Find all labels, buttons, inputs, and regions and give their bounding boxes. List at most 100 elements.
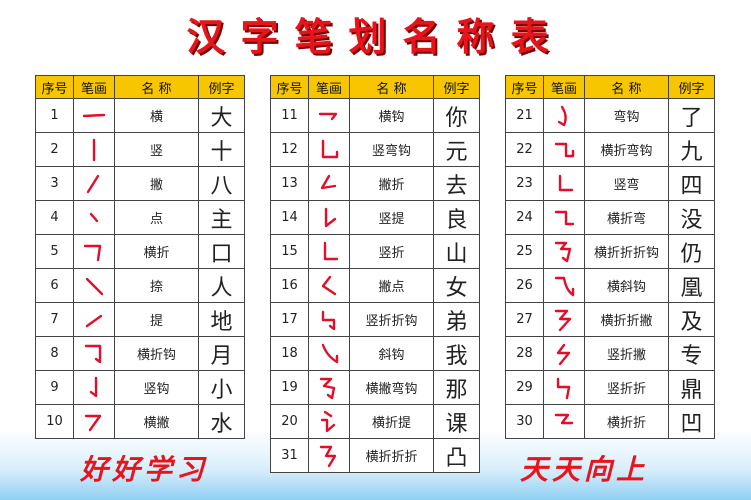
- stroke-icon: [86, 174, 100, 193]
- stroke-icon: [84, 344, 102, 363]
- stroke-name: 横钩: [349, 98, 434, 133]
- row-number: 5: [35, 234, 74, 269]
- example-char: 地: [198, 302, 245, 337]
- table-row: 19 横撇弯钩那: [270, 370, 480, 405]
- table-row: 21 弯钩了: [505, 98, 715, 133]
- header-cell: 笔画: [543, 75, 585, 99]
- stroke-name: 横折弯: [584, 200, 669, 235]
- stroke-icon: [554, 276, 575, 296]
- stroke-name: 竖折折钩: [349, 302, 434, 337]
- header-cell: 例字: [668, 75, 715, 99]
- table-row: 31 横折折折凸: [270, 438, 480, 473]
- stroke-shape: [321, 139, 339, 158]
- table-row: 15 竖折山: [270, 234, 480, 269]
- stroke-shape: [321, 343, 339, 363]
- stroke-name: 斜钩: [349, 336, 434, 371]
- table-row: 27 横折折撇及: [505, 302, 715, 337]
- example-char: 去: [433, 166, 480, 201]
- example-char: 凸: [433, 438, 480, 473]
- stroke-icon: [320, 410, 336, 432]
- row-number: 17: [270, 302, 309, 337]
- table-row: 28 竖折撇专: [505, 336, 715, 371]
- row-number: 23: [505, 166, 544, 201]
- stroke-cell: [308, 336, 350, 371]
- table-row: 20 横折提课: [270, 404, 480, 439]
- stroke-name: 弯钩: [584, 98, 669, 133]
- header-cell: 名 称: [114, 75, 199, 99]
- table-row: 9 竖钩小: [35, 370, 245, 405]
- stroke-icon: [85, 314, 103, 327]
- stroke-icon: [554, 309, 572, 331]
- example-char: 凰: [668, 268, 715, 303]
- stroke-name: 横撇: [114, 404, 199, 439]
- table-row: 8 横折钩月: [35, 336, 245, 371]
- stroke-name: 横撇弯钩: [349, 370, 434, 405]
- stroke-cell: [73, 404, 115, 439]
- stroke-shape: [554, 142, 575, 157]
- stroke-cell: [73, 268, 115, 303]
- table-row: 1 横大: [35, 98, 245, 133]
- stroke-cell: [308, 404, 350, 439]
- stroke-cell: [308, 438, 350, 473]
- table-row: 25 横折折折钩仍: [505, 234, 715, 269]
- stroke-cell: [543, 302, 585, 337]
- stroke-shape: [83, 244, 102, 261]
- stroke-shape: [554, 309, 572, 331]
- stroke-shape: [319, 377, 336, 399]
- header-cell: 例字: [198, 75, 245, 99]
- row-number: 20: [270, 404, 309, 439]
- example-char: 主: [198, 200, 245, 235]
- row-number: 27: [505, 302, 544, 337]
- stroke-cell: [543, 166, 585, 201]
- header-row: 序号 笔画名 称例字: [505, 75, 715, 99]
- stroke-icon: [89, 376, 98, 397]
- stroke-name: 竖钩: [114, 370, 199, 405]
- example-char: 我: [433, 336, 480, 371]
- stroke-cell: [73, 234, 115, 269]
- stroke-name: 撇折: [349, 166, 434, 201]
- stroke-icon: [321, 139, 339, 158]
- row-number: 12: [270, 132, 309, 167]
- example-char: 月: [198, 336, 245, 371]
- stroke-name: 横折弯钩: [584, 132, 669, 167]
- table-row: 22 横折弯钩九: [505, 132, 715, 167]
- stroke-cell: [308, 234, 350, 269]
- table-row: 14 竖提良: [270, 200, 480, 235]
- row-number: 6: [35, 268, 74, 303]
- stroke-cell: [543, 132, 585, 167]
- stroke-shape: [556, 343, 571, 365]
- stroke-cell: [308, 166, 350, 201]
- header-cell: 序号: [505, 75, 544, 99]
- example-char: 四: [668, 166, 715, 201]
- stroke-shape: [323, 241, 339, 260]
- stroke-shape: [554, 210, 575, 225]
- stroke-cell: [73, 132, 115, 167]
- stroke-name: 横折折折钩: [584, 234, 669, 269]
- stroke-name: 横: [114, 98, 199, 133]
- stroke-icon: [321, 343, 339, 363]
- stroke-name: 横斜钩: [584, 268, 669, 303]
- table-row: 26 横斜钩凰: [505, 268, 715, 303]
- example-char: 凹: [668, 404, 715, 439]
- example-char: 专: [668, 336, 715, 371]
- table-row: 10 横撇水: [35, 404, 245, 439]
- header-row: 序号 笔画名 称例字: [270, 75, 480, 99]
- stroke-shape: [86, 174, 100, 193]
- stroke-shape: [89, 212, 99, 222]
- table-row: 24 横折弯没: [505, 200, 715, 235]
- row-number: 15: [270, 234, 309, 269]
- stroke-name: 竖弯: [584, 166, 669, 201]
- table-row: 30 横折折凹: [505, 404, 715, 439]
- row-number: 4: [35, 200, 74, 235]
- row-number: 9: [35, 370, 74, 405]
- stroke-cell: [308, 302, 350, 337]
- stroke-icon: [554, 413, 574, 424]
- example-char: 元: [433, 132, 480, 167]
- stroke-icon: [554, 241, 572, 262]
- row-number: 2: [35, 132, 74, 167]
- row-number: 10: [35, 404, 74, 439]
- header-cell: 序号: [35, 75, 74, 99]
- stroke-name: 横折提: [349, 404, 434, 439]
- example-char: 及: [668, 302, 715, 337]
- stroke-shape: [84, 414, 102, 431]
